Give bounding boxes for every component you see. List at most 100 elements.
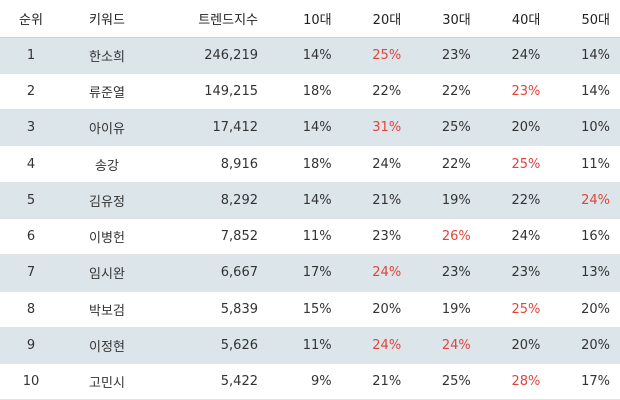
cell-age-10: 18% [302, 156, 332, 172]
cell-age-30: 23% [441, 265, 471, 281]
table-row: 4 송강 8,916 18% 24% 22% 25% 11% [0, 146, 620, 183]
header-age-20: 20대 [341, 0, 412, 38]
cell-age-10: 14% [302, 47, 332, 63]
cell-age-10: 17% [302, 265, 332, 281]
cell-age-30: 25% [441, 120, 471, 136]
cell-trend-index: 7,852 [220, 229, 258, 245]
cell-rank: 5 [26, 192, 36, 208]
cell-rank: 9 [26, 338, 36, 354]
cell-rank: 7 [26, 265, 36, 281]
cell-trend-index: 8,292 [220, 192, 258, 208]
cell-age-20: 25% [372, 47, 402, 63]
cell-trend-index: 17,412 [212, 120, 259, 136]
cell-age-50: 11% [581, 156, 610, 172]
table-row: 8 박보검 5,839 15% 20% 19% 25% 20% [0, 291, 620, 328]
cell-age-10: 15% [302, 301, 332, 317]
cell-age-20: 24% [372, 156, 402, 172]
cell-age-30: 26% [441, 229, 471, 245]
cell-age-40: 24% [511, 229, 541, 245]
header-trend-index: 트렌드지수 [152, 0, 272, 38]
cell-age-20: 24% [372, 338, 402, 354]
cell-age-20: 22% [372, 83, 402, 99]
table-row: 3 아이유 17,412 14% 31% 25% 20% 10% [0, 109, 620, 146]
cell-age-30: 22% [441, 83, 471, 99]
cell-rank: 4 [26, 156, 36, 172]
header-age-30: 30대 [411, 0, 481, 38]
table-row: 7 임시완 6,667 17% 24% 23% 23% 13% [0, 254, 620, 292]
cell-trend-index: 5,626 [220, 338, 258, 354]
cell-age-40: 23% [511, 83, 541, 99]
cell-keyword: 한소희 [89, 49, 125, 65]
cell-trend-index: 246,219 [204, 47, 258, 63]
cell-age-20: 31% [372, 120, 402, 136]
cell-age-20: 21% [372, 374, 402, 390]
table-row: 10 고민시 5,422 9% 21% 25% 28% 17% [0, 364, 620, 400]
cell-keyword: 송강 [95, 158, 119, 174]
cell-keyword: 류준열 [89, 85, 125, 101]
cell-age-40: 25% [511, 156, 541, 172]
table-header: 순위 키워드 트렌드지수 10대 20대 30대 40대 50대 [0, 0, 620, 38]
cell-age-40: 23% [511, 265, 541, 281]
cell-keyword: 아이유 [89, 122, 125, 138]
cell-age-20: 21% [372, 192, 402, 208]
cell-age-30: 19% [441, 192, 471, 208]
table-row: 5 김유정 8,292 14% 21% 19% 22% 24% [0, 182, 620, 219]
cell-age-50: 24% [581, 192, 610, 208]
cell-age-30: 19% [441, 301, 471, 317]
table-row: 2 류준열 149,215 18% 22% 22% 23% 14% [0, 73, 620, 110]
header-rank: 순위 [0, 0, 62, 38]
cell-trend-index: 149,215 [204, 83, 258, 99]
header-age-10: 10대 [272, 0, 342, 38]
cell-age-30: 23% [441, 47, 471, 63]
cell-rank: 1 [26, 47, 36, 63]
cell-trend-index: 5,422 [220, 374, 258, 390]
cell-age-10: 14% [302, 192, 332, 208]
cell-rank: 3 [26, 120, 36, 136]
cell-trend-index: 6,667 [220, 265, 258, 281]
cell-age-40: 20% [511, 120, 541, 136]
table-row: 1 한소희 246,219 14% 25% 23% 24% 14% [0, 37, 620, 74]
cell-age-50: 10% [581, 120, 610, 136]
cell-rank: 8 [26, 301, 36, 317]
cell-trend-index: 5,839 [220, 301, 258, 317]
cell-age-10: 11% [302, 338, 332, 354]
header-keyword: 키워드 [62, 0, 152, 38]
cell-age-50: 20% [581, 338, 610, 354]
cell-keyword: 임시완 [89, 267, 125, 283]
cell-rank: 10 [22, 374, 40, 390]
cell-age-20: 20% [372, 301, 402, 317]
cell-rank: 6 [26, 229, 36, 245]
cell-rank: 2 [26, 83, 36, 99]
cell-age-40: 25% [511, 301, 541, 317]
cell-age-40: 22% [511, 192, 541, 208]
cell-age-20: 23% [372, 229, 402, 245]
cell-age-50: 17% [581, 374, 610, 390]
header-row: 순위 키워드 트렌드지수 10대 20대 30대 40대 50대 [0, 0, 620, 38]
header-age-40: 40대 [480, 0, 551, 38]
cell-age-50: 16% [581, 229, 610, 245]
cell-keyword: 이병헌 [89, 231, 125, 247]
cell-age-10: 11% [302, 229, 332, 245]
cell-age-40: 20% [511, 338, 541, 354]
cell-keyword: 이정현 [89, 340, 125, 356]
cell-age-50: 20% [581, 301, 610, 317]
cell-age-10: 18% [302, 83, 332, 99]
table-row: 9 이정현 5,626 11% 24% 24% 20% 20% [0, 327, 620, 364]
cell-age-50: 14% [581, 47, 610, 63]
cell-keyword: 고민시 [89, 376, 125, 392]
cell-keyword: 김유정 [89, 194, 125, 210]
table-body: 1 한소희 246,219 14% 25% 23% 24% 14% 2 류준열 149,215 18%… [0, 37, 620, 400]
table-row: 6 이병헌 7,852 11% 23% 26% 24% 16% [0, 218, 620, 255]
cell-age-50: 14% [581, 83, 610, 99]
cell-age-20: 24% [372, 265, 402, 281]
cell-age-30: 25% [441, 374, 471, 390]
cell-age-10: 9% [310, 374, 332, 390]
cell-age-40: 28% [511, 374, 541, 390]
cell-age-50: 13% [581, 265, 610, 281]
cell-keyword: 박보검 [89, 303, 125, 319]
cell-age-10: 14% [302, 120, 332, 136]
header-age-50: 50대 [550, 0, 620, 38]
cell-age-30: 24% [441, 338, 471, 354]
cell-trend-index: 8,916 [220, 156, 258, 172]
